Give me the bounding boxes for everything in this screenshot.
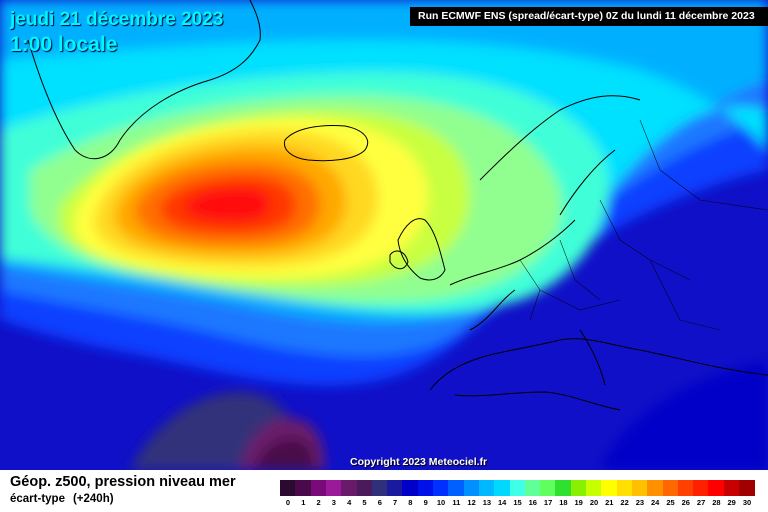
- scale-swatch: [341, 480, 358, 496]
- scale-tick-label: 8: [408, 498, 413, 507]
- scale-swatch: [723, 480, 740, 496]
- scale-swatch: [310, 480, 327, 496]
- scale-swatch: [463, 480, 480, 496]
- scale-tick-label: 23: [635, 498, 645, 507]
- scale-tick-label: 9: [423, 498, 428, 507]
- scale-tick-label: 29: [727, 498, 736, 507]
- scale-tick-label: 12: [467, 498, 476, 507]
- british-isles-coast: [389, 218, 446, 281]
- scale-tick-label: 28: [712, 498, 721, 507]
- copyright-text: Copyright 2023 Meteociel.fr: [350, 456, 488, 468]
- legend-subtitle: écart-type (+240h): [10, 493, 114, 505]
- scale-tick-label: 11: [452, 498, 461, 507]
- scale-swatch: [677, 480, 694, 496]
- scale-tick-label: 7: [393, 498, 398, 507]
- spread-low-east: [600, 360, 768, 470]
- greenland-coast: [27, 0, 261, 160]
- scale-swatch: [356, 480, 373, 496]
- scale-tick-label: 16: [528, 498, 537, 507]
- scale-tick-label: 3: [331, 498, 336, 507]
- scale-tick-label: 1: [301, 498, 306, 507]
- mediterranean-coast: [454, 329, 621, 411]
- scale-swatch: [570, 480, 587, 496]
- scale-swatch: [295, 480, 312, 496]
- scale-tick-label: 0: [285, 498, 291, 507]
- iceland-coast: [283, 125, 369, 162]
- scale-tick-label: 2: [316, 498, 321, 507]
- scale-swatch: [524, 480, 541, 496]
- scale-swatch: [433, 480, 449, 496]
- scale-tick-label: 20: [589, 498, 599, 507]
- scale-swatch: [280, 480, 296, 496]
- scale-tick-label: 17: [543, 498, 553, 507]
- spread-field: [0, 0, 768, 470]
- forecast-time: 1:00 locale: [10, 33, 118, 56]
- scale-swatch: [448, 480, 465, 496]
- legend-lead-time: (+240h): [72, 493, 114, 505]
- scale-tick-label: 13: [482, 498, 492, 507]
- scale-tick-label: 24: [651, 498, 660, 507]
- scale-swatch: [509, 480, 526, 496]
- legend-subtitle-text: écart-type: [10, 493, 65, 505]
- scale-tick-label: 14: [498, 498, 507, 507]
- scale-tick-label: 5: [362, 498, 367, 507]
- scale-swatch: [402, 480, 419, 496]
- spread-band-core: [184, 187, 271, 222]
- legend-footer: Géop. z500, pression niveau mer écart-ty…: [0, 470, 768, 512]
- scale-tick-label: 6: [377, 498, 382, 507]
- scale-swatch: [693, 480, 710, 496]
- scale-swatch: [387, 480, 404, 496]
- scale-tick-label: 4: [347, 498, 352, 507]
- scale-swatch: [616, 480, 633, 496]
- scale-swatch: [494, 480, 511, 496]
- spread-map: [0, 0, 768, 470]
- scale-swatch: [647, 480, 664, 496]
- scale-swatch: [325, 480, 342, 496]
- scale-tick-label: 10: [436, 498, 446, 507]
- scale-tick-label: 21: [605, 498, 614, 507]
- scale-swatch: [586, 480, 602, 496]
- scale-swatch: [601, 480, 618, 496]
- scale-swatch: [555, 480, 572, 496]
- scale-swatch: [540, 480, 557, 496]
- scale-swatch: [739, 480, 755, 496]
- scale-tick-label: 26: [681, 498, 690, 507]
- coastlines: [27, 0, 768, 411]
- scale-swatch: [371, 480, 388, 496]
- scale-swatch: [708, 480, 725, 496]
- scale-tick-label: 30: [742, 498, 752, 507]
- scale-swatch: [417, 480, 434, 496]
- spread-low-core: [255, 438, 315, 470]
- scale-tick-label: 25: [666, 498, 675, 507]
- scale-tick-label: 19: [574, 498, 583, 507]
- scale-swatch: [662, 480, 679, 496]
- scale-tick-label: 27: [696, 498, 706, 507]
- scale-tick-label: 18: [559, 498, 568, 507]
- color-scale: 0 1 2 3 4 5 6 7 8 9 10 11 12 13 14 15 16 17 18 19 20 21 22 23 24…: [280, 480, 755, 509]
- scale-tick-label: 15: [513, 498, 522, 507]
- scandinavia-coast: [479, 95, 641, 216]
- scale-swatch: [631, 480, 648, 496]
- scale-tick-label: 22: [620, 498, 629, 507]
- forecast-date: jeudi 21 décembre 2023: [10, 9, 224, 30]
- scale-swatch: [478, 480, 495, 496]
- legend-title: Géop. z500, pression niveau mer: [10, 474, 236, 490]
- borders: [519, 119, 768, 331]
- run-info: Run ECMWF ENS (spread/écart-type) 0Z du …: [410, 7, 768, 26]
